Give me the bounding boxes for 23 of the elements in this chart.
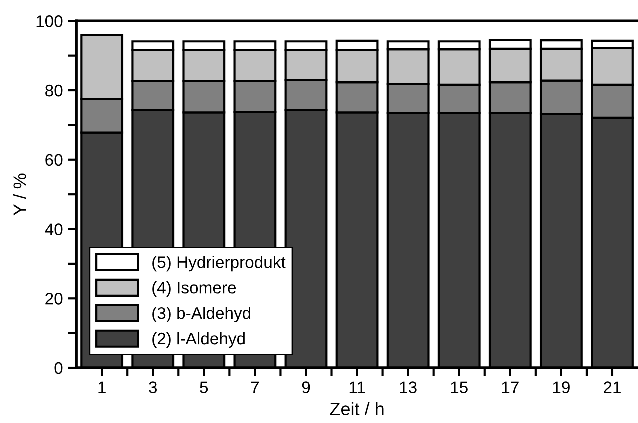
y-axis-title: Y / % bbox=[13, 174, 26, 216]
x-tick-label: 9 bbox=[302, 382, 310, 394]
x-tick-label: 5 bbox=[200, 382, 208, 394]
x-tick-label: 7 bbox=[251, 382, 259, 394]
x-tick-label: 17 bbox=[502, 382, 519, 394]
legend-label: (4) Isomere bbox=[152, 282, 236, 298]
legend-label: (5) Hydrierprodukt bbox=[152, 256, 286, 272]
legend-label: (3) b-Aldehyd bbox=[152, 307, 251, 323]
x-tick-label: 21 bbox=[604, 382, 621, 394]
y-tick-label: 40 bbox=[45, 224, 63, 236]
y-tick-label: 0 bbox=[54, 362, 63, 374]
x-tick-label: 3 bbox=[149, 382, 158, 394]
x-tick-label: 15 bbox=[451, 382, 468, 394]
x-axis-title: Zeit / h bbox=[330, 402, 384, 416]
legend-label: (2) l-Aldehyd bbox=[152, 332, 245, 348]
x-tick-label: 1 bbox=[98, 382, 106, 394]
y-tick-label: 100 bbox=[36, 16, 63, 28]
y-tick-label: 20 bbox=[46, 293, 63, 305]
x-tick-label: 13 bbox=[400, 382, 417, 394]
x-tick-label: 19 bbox=[553, 382, 570, 394]
y-tick-label: 60 bbox=[46, 154, 63, 166]
x-tick-label: 11 bbox=[350, 382, 366, 394]
y-tick-label: 80 bbox=[46, 84, 63, 97]
